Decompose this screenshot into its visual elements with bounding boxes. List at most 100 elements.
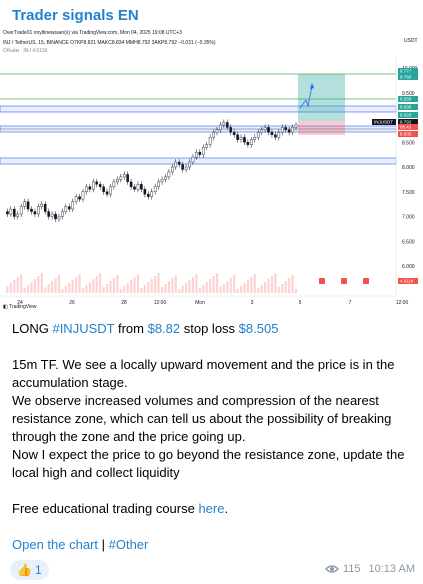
entry-price-link[interactable]: $8.82 (147, 321, 181, 336)
candle-body (116, 179, 119, 183)
candle-body (88, 186, 92, 190)
price-badge-label: 9.258 (400, 97, 412, 102)
volume-bar (188, 280, 191, 293)
candle-body (92, 181, 95, 190)
price-badge-label: 8.792 (400, 120, 412, 125)
hashtag-other[interactable]: #Other (108, 537, 149, 552)
candle-body (105, 191, 109, 195)
candle-body (102, 186, 105, 192)
volume-bar (105, 284, 109, 293)
candle-body (284, 127, 287, 131)
reaction-count: 1 (34, 563, 42, 577)
volume-bar (130, 280, 133, 293)
volume-bar (92, 279, 95, 293)
candle-body (74, 196, 78, 202)
chart-header-volume: Объём · INJ 4.611K (3, 48, 48, 54)
volume-bar (57, 275, 61, 293)
volume-bar (75, 277, 78, 293)
volume-bar (236, 289, 239, 293)
candle-body (16, 213, 20, 217)
volume-bar (202, 285, 205, 293)
candle-body (19, 206, 23, 215)
candle-body (229, 127, 233, 133)
price-badge-label: 9.777 (400, 69, 412, 74)
candle-body (43, 203, 47, 212)
stop-price-link[interactable]: $8.505 (238, 321, 279, 336)
candle-body (212, 132, 215, 138)
reaction-button[interactable]: 👍 1 (10, 560, 49, 580)
candle-body (222, 122, 226, 126)
volume-bar (13, 280, 16, 293)
volume-bar (99, 273, 102, 293)
price-tick-label: 8.000 (402, 165, 415, 171)
candle-body (215, 129, 219, 133)
volume-bar (68, 283, 71, 293)
candle-body (174, 161, 178, 168)
message-paragraph-2: We observe increased volumes and compres… (12, 393, 392, 444)
volume-bar (191, 277, 195, 293)
chart-image[interactable]: USDT10.0009.5008.5008.0007.5007.0006.500… (0, 28, 423, 310)
symbol-tag-label: INJUSDT (374, 120, 393, 125)
candle-body (287, 129, 291, 133)
candle-body (167, 171, 171, 178)
candle-body (33, 211, 37, 215)
candle-body (232, 132, 236, 136)
candle-body (274, 134, 277, 138)
candle-body (201, 146, 205, 155)
volume-bar (184, 283, 188, 293)
candle-body (61, 211, 64, 217)
volume-bar (267, 279, 270, 293)
price-tick-label: 7.500 (402, 190, 415, 196)
price-tick-label: 6.500 (402, 239, 415, 245)
volume-bar (281, 284, 284, 293)
volume-bar (37, 276, 40, 293)
candle-body (57, 216, 61, 220)
volume-bar (64, 286, 67, 293)
volume-bar (263, 282, 267, 293)
hashtag-injusdt[interactable]: #INJUSDT (52, 321, 115, 336)
volume-bar (154, 276, 157, 293)
course-link[interactable]: here (198, 501, 225, 516)
tradingview-icon: ◧ (3, 304, 10, 310)
candle-body (98, 184, 102, 187)
message-meta: 115 10:13 AM (324, 563, 415, 575)
message-links-line: Open the chart | #Other (12, 537, 149, 552)
price-tick-label: 7.000 (402, 215, 415, 221)
volume-bar (95, 276, 98, 293)
volume-bar (253, 274, 256, 293)
thumbs-up-icon: 👍 (17, 563, 32, 577)
candle-body (47, 211, 50, 217)
volume-bar (274, 273, 277, 293)
candle-body (277, 132, 281, 138)
price-badge (398, 74, 418, 80)
volume-bar (270, 276, 274, 293)
volume-bar (277, 287, 280, 293)
volume-bar (20, 274, 23, 293)
volume-bar (212, 276, 215, 293)
volume-bar (116, 275, 119, 293)
candle-body (50, 213, 54, 217)
candle-body (160, 179, 164, 183)
candle-body (146, 194, 150, 197)
projection-arrow (299, 85, 313, 109)
message-line-signal: LONG #INJUSDT from $8.82 stop loss $8.50… (12, 321, 279, 336)
candle-body (30, 208, 33, 212)
candle-body (164, 176, 167, 180)
support-zone-lower (0, 157, 397, 165)
volume-bar (291, 275, 294, 293)
volume-bar (109, 281, 112, 293)
price-tick-label: 8.500 (402, 140, 415, 146)
message-paragraph-1: 15m TF. We see a locally upward movement… (12, 357, 395, 390)
volume-bar (171, 278, 174, 293)
candle-body (250, 139, 253, 145)
candle-body (253, 137, 257, 140)
candle-body (184, 166, 188, 170)
candle-body (191, 156, 195, 163)
price-badge (398, 68, 418, 74)
eye-icon (324, 565, 339, 573)
price-badge-label: 8.820 (400, 113, 412, 118)
channel-title[interactable]: Trader signals EN (12, 7, 139, 24)
open-chart-link[interactable]: Open the chart (12, 537, 98, 552)
price-badge-label: 08.43 (400, 125, 412, 130)
volume-bar (126, 283, 129, 293)
